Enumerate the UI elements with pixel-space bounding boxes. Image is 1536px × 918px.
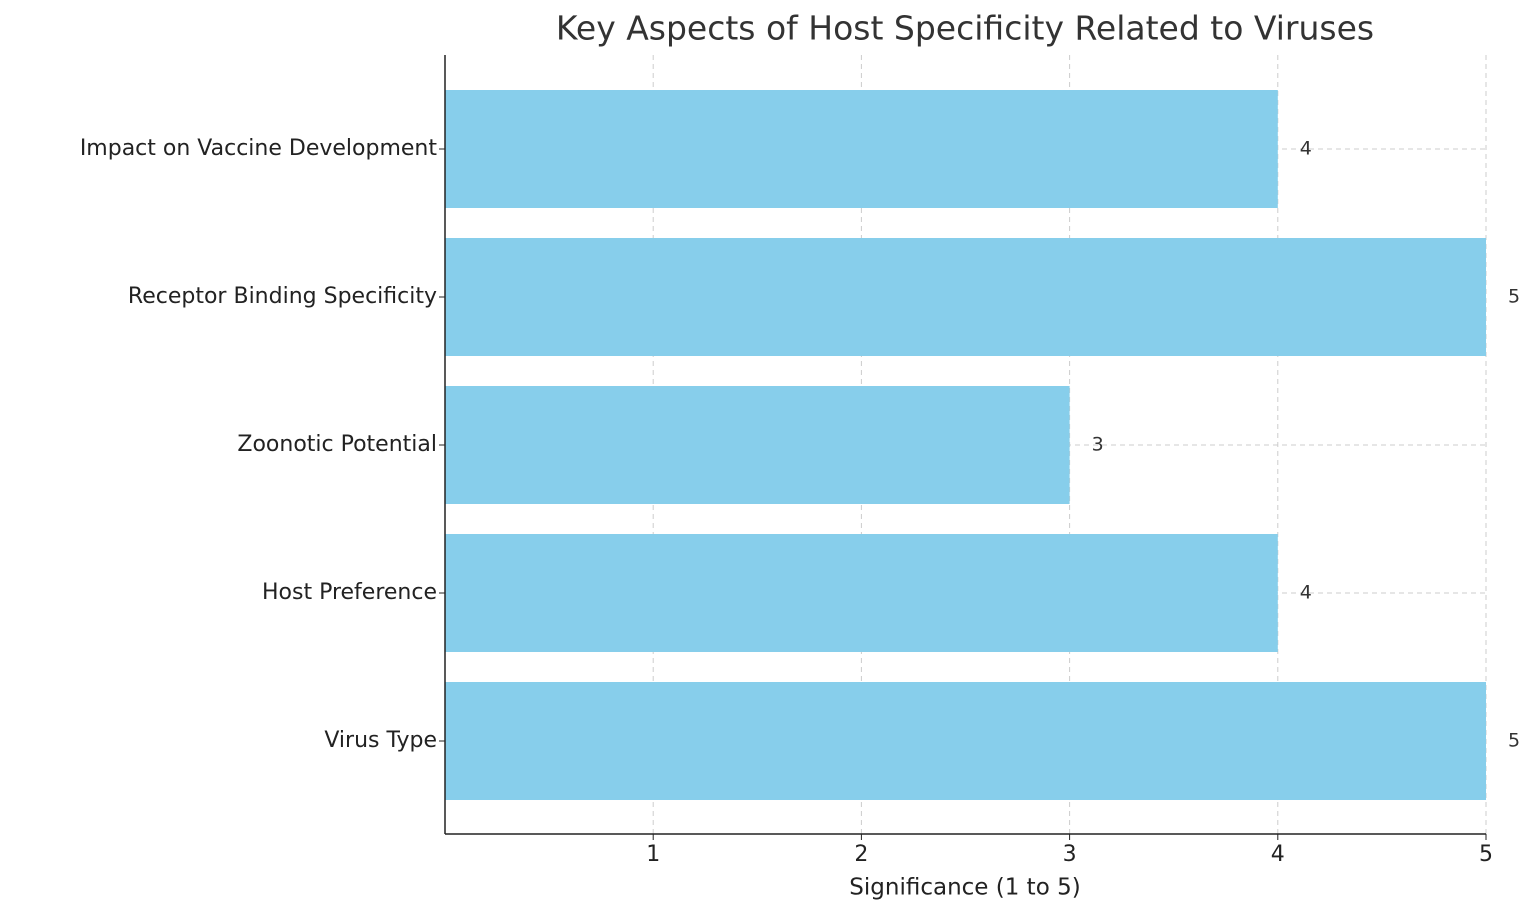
x-tick-label: 3 [1063, 842, 1077, 867]
y-tick-label: Host Preference [262, 580, 437, 605]
bar [445, 534, 1278, 652]
bar [445, 90, 1278, 208]
y-tick-label: Impact on Vaccine Development [80, 136, 438, 161]
x-axis-label: Significance (1 to 5) [849, 875, 1080, 901]
bar [445, 238, 1486, 356]
bar [445, 682, 1486, 800]
y-tick-label: Virus Type [324, 728, 437, 753]
y-tick-label: Zoonotic Potential [237, 432, 437, 457]
value-label: 4 [1300, 582, 1312, 604]
bar [445, 386, 1070, 504]
value-label: 4 [1300, 138, 1312, 160]
value-label: 5 [1508, 286, 1520, 308]
x-tick-label: 5 [1479, 842, 1493, 867]
x-tick-label: 4 [1271, 842, 1285, 867]
value-label: 5 [1508, 730, 1520, 752]
x-tick-label: 1 [646, 842, 660, 867]
value-label: 3 [1092, 434, 1104, 456]
x-tick-label: 2 [854, 842, 868, 867]
y-tick-label: Receptor Binding Specificity [128, 284, 437, 309]
chart-title: Key Aspects of Host Specificity Related … [556, 9, 1374, 48]
